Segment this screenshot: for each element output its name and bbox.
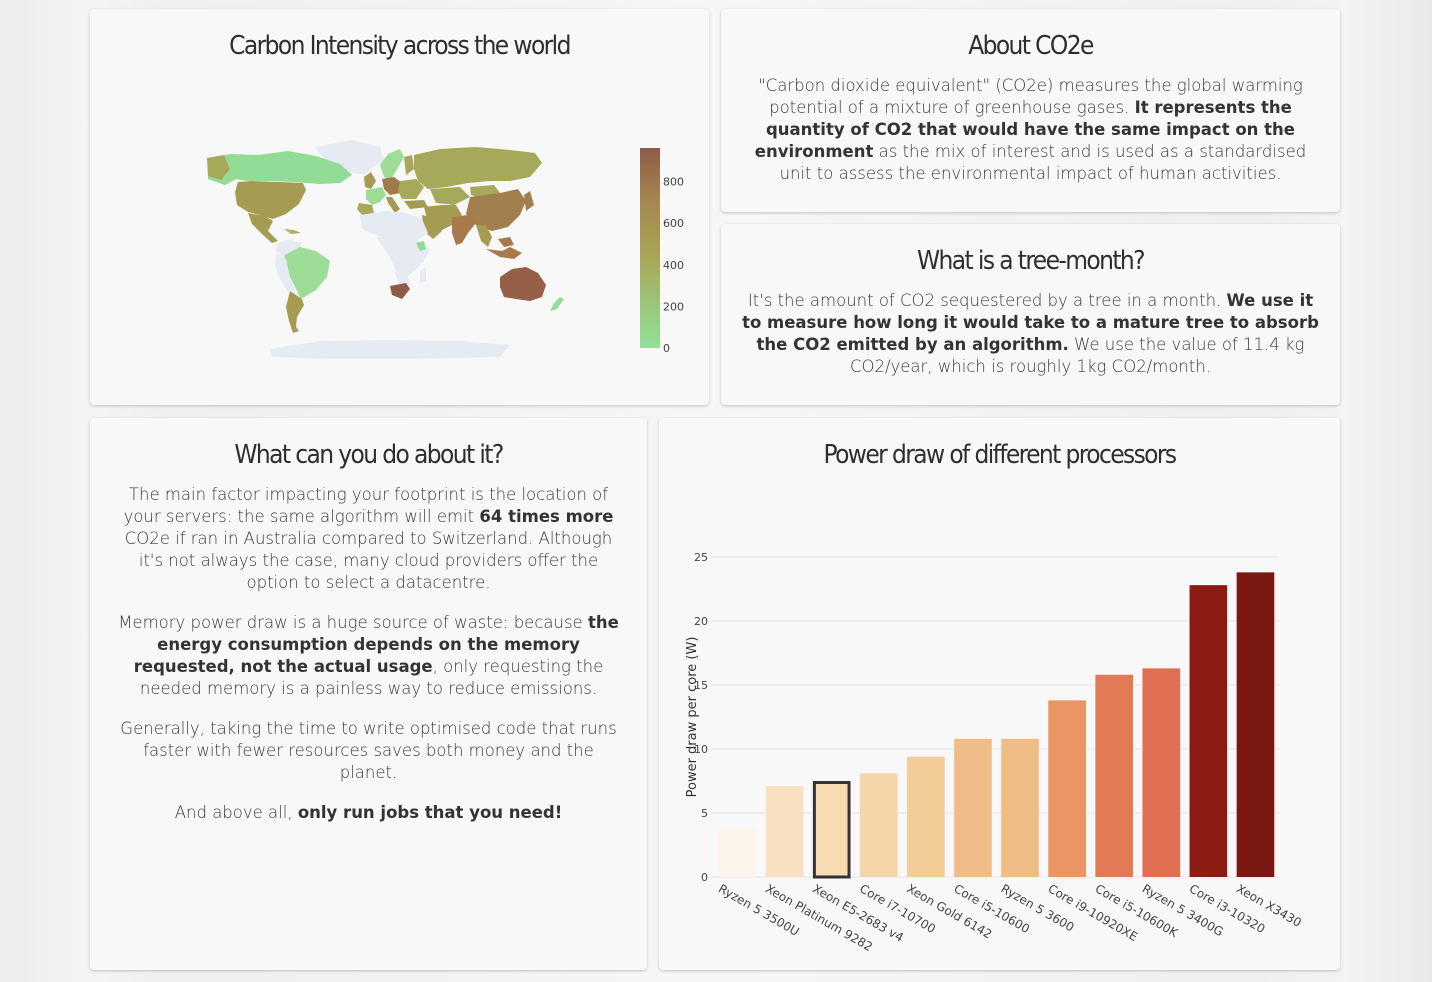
bar-core-i5-10600k[interactable] — [1095, 674, 1134, 877]
map-south-africa — [390, 283, 410, 299]
tree-card-title: What is a tree-month? — [917, 246, 1146, 276]
do-paragraph-3: Generally, taking the time to write opti… — [120, 719, 617, 782]
y-tick-label: 5 — [701, 807, 708, 820]
about-text-bold: It represents the quantity of CO2 that w… — [754, 98, 1295, 161]
map-china — [466, 189, 526, 231]
tree-text-part-2: We use the value of 11.4 kg CO2/year, wh… — [849, 335, 1305, 376]
map-france — [366, 187, 386, 205]
y-tick-label: 25 — [694, 551, 708, 564]
map-card-title: Carbon Intensity across the world — [229, 31, 571, 61]
map-russia — [414, 147, 542, 189]
map-indonesia — [486, 247, 522, 259]
tree-card-text: It's the amount of CO2 sequestered by a … — [741, 290, 1320, 378]
map-antarctica — [270, 340, 510, 359]
y-axis-label: Power draw per core (W) — [685, 637, 700, 798]
map-iceland — [361, 158, 372, 165]
map-india — [452, 215, 476, 245]
about-card-text: "Carbon dioxide equivalent" (CO2e) measu… — [741, 75, 1320, 185]
x-tick-label: Ryzen 5 3500U — [716, 881, 802, 938]
bar-xeon-gold-6142[interactable] — [907, 756, 945, 877]
bar-ryzen-5-3600[interactable] — [1001, 738, 1039, 877]
map-turkey — [404, 200, 428, 209]
map-africa-north — [360, 211, 428, 241]
do-card-title: What can you do about it? — [234, 440, 504, 470]
power-card-title: Power draw of different processors — [823, 440, 1178, 470]
colorbar-ticks: 0 200 400 600 800 — [663, 176, 684, 356]
y-tick-label: 10 — [694, 743, 708, 756]
bar-ryzen-5-3500u[interactable] — [718, 828, 757, 877]
carbon-intensity-card: Carbon Intensity across the world — [90, 9, 709, 405]
colorbar-tick-label: 200 — [663, 300, 684, 313]
colorbar-tick-label: 800 — [663, 176, 684, 189]
map-alaska — [207, 155, 230, 180]
bar-core-i9-10920xe[interactable] — [1048, 700, 1086, 877]
map-greenland — [315, 140, 384, 174]
bar-core-i5-10600[interactable] — [954, 738, 992, 877]
bar-xeon-platinum-9282[interactable] — [765, 786, 804, 877]
bar-xeon-x3430[interactable] — [1236, 572, 1275, 877]
about-text-part-2: as the mix of interest and is used as a … — [779, 142, 1307, 183]
map-caribbean — [284, 229, 301, 234]
map-uk — [364, 172, 376, 189]
map-brazil — [283, 247, 330, 299]
about-text-part-1: "Carbon dioxide equivalent" (CO2e) measu… — [758, 76, 1303, 117]
map-finland — [404, 155, 414, 175]
do-paragraph-2: Memory power draw is a huge source of wa… — [118, 613, 619, 698]
world-map[interactable]: 0 200 400 600 800 — [90, 9, 709, 405]
map-se-asia — [476, 225, 492, 247]
map-japan — [524, 191, 534, 211]
about-card-title: About CO2e — [968, 31, 1094, 61]
about-co2e-card: About CO2e "Carbon dioxide equivalent" (… — [721, 9, 1340, 212]
map-germany — [382, 177, 402, 195]
tree-month-card: What is a tree-month? It's the amount of… — [721, 224, 1340, 405]
what-can-you-do-card: What can you do about it? The main facto… — [90, 418, 647, 970]
x-tick-label: Ryzen 5 3400G — [1140, 881, 1226, 939]
y-tick-label: 15 — [694, 679, 708, 692]
map-kenya — [416, 241, 426, 251]
map-canada — [208, 151, 352, 185]
tree-text-bold: We use it to measure how long it would t… — [742, 291, 1319, 354]
map-borneo — [498, 237, 514, 247]
map-australia — [500, 267, 546, 301]
map-scandinavia — [380, 149, 404, 181]
map-andes — [275, 253, 295, 291]
colorbar-tick-label: 600 — [663, 217, 684, 230]
map-argentina — [286, 291, 304, 333]
tree-text-part-1: It's the amount of CO2 sequestered by a … — [747, 291, 1227, 310]
y-tick-label: 0 — [701, 871, 708, 884]
power-draw-bar-chart[interactable]: 0 5 10 15 20 25 Power draw per core (W) Ryzen 5… — [659, 418, 1340, 970]
map-east-europe — [398, 179, 424, 199]
map-new-zealand — [550, 297, 564, 311]
do-card-text: The main factor impacting your footprint… — [112, 484, 625, 842]
colorbar-tick-label: 0 — [663, 342, 670, 355]
map-africa-central — [376, 237, 430, 279]
bar-xeon-e5-2683-v4[interactable] — [812, 781, 851, 879]
do-paragraph-4: And above all, only run jobs that you ne… — [174, 803, 563, 822]
colorbar-tick-label: 400 — [663, 259, 684, 272]
do-paragraph-1: The main factor impacting your footprint… — [123, 485, 614, 592]
y-tick-label: 20 — [694, 615, 708, 628]
bar-ryzen-5-3400g[interactable] — [1142, 668, 1181, 877]
map-italy — [386, 197, 400, 213]
map-usa — [235, 181, 306, 219]
map-spain — [357, 203, 374, 215]
bar-core-i7-10700[interactable] — [859, 773, 898, 877]
power-draw-card: Power draw of different processors 0 5 10 1… — [659, 418, 1340, 970]
map-kazakhstan — [430, 187, 470, 205]
bar-core-i3-10320[interactable] — [1189, 585, 1228, 877]
colorbar — [640, 148, 660, 348]
map-mexico — [248, 213, 278, 243]
map-madagascar — [420, 267, 426, 283]
